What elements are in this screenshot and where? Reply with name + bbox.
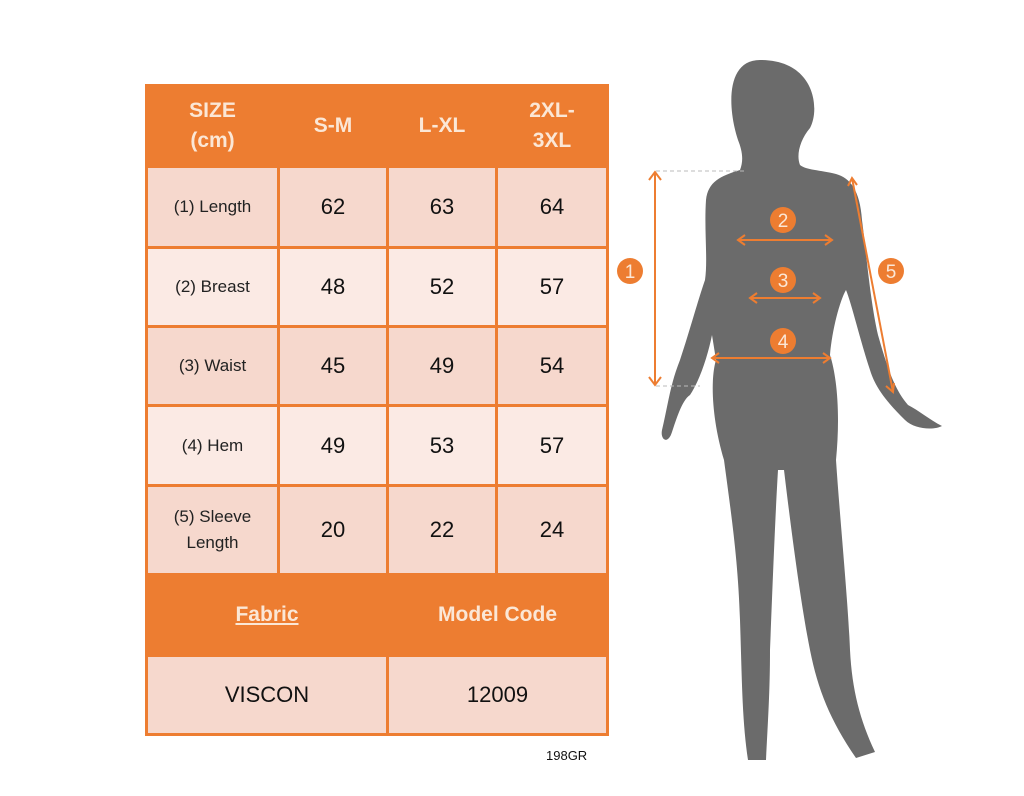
measurement-lines xyxy=(648,170,895,394)
marker-4: 4 xyxy=(770,328,796,354)
table-row: (2) Breast 48 52 57 xyxy=(145,246,609,328)
cell: 54 xyxy=(495,325,609,407)
fabric-label: Fabric xyxy=(235,603,299,626)
table-row: (3) Waist 45 49 54 xyxy=(145,325,609,407)
marker-3: 3 xyxy=(770,267,796,293)
cell: 24 xyxy=(495,484,609,576)
cell: 63 xyxy=(386,165,498,249)
header-2xl-3xl: 2XL- 3XL xyxy=(495,84,609,168)
cell: 53 xyxy=(386,404,498,487)
footer-code: 198GR xyxy=(546,748,588,763)
cell: 57 xyxy=(495,246,609,328)
fabric-value: VISCON xyxy=(145,654,389,736)
fabric-header: Fabric xyxy=(145,573,389,657)
fabric-value-row: VISCON 12009 xyxy=(145,654,609,736)
size-chart-table: SIZE (cm) S-M L-XL 2XL- 3XL (1) Length 6… xyxy=(145,84,609,736)
row-label: (1) Length xyxy=(145,165,280,249)
cell: 57 xyxy=(495,404,609,487)
marker-1: 1 xyxy=(617,258,643,284)
row-label: (4) Hem xyxy=(145,404,280,487)
model-code-header: Model Code xyxy=(386,573,609,657)
header-s-m: S-M xyxy=(277,84,389,168)
row-label: (3) Waist xyxy=(145,325,280,407)
header-l-xl: L-XL xyxy=(386,84,498,168)
fabric-header-row: Fabric Model Code xyxy=(145,573,609,657)
cell: 49 xyxy=(386,325,498,407)
table-row: (5) Sleeve Length 20 22 24 xyxy=(145,484,609,576)
table-row: (1) Length 62 63 64 xyxy=(145,165,609,249)
model-code-value: 12009 xyxy=(386,654,609,736)
cell: 22 xyxy=(386,484,498,576)
marker-label: 3 xyxy=(778,271,789,292)
cell: 20 xyxy=(277,484,389,576)
marker-2: 2 xyxy=(770,207,796,233)
cell: 45 xyxy=(277,325,389,407)
row-label: (5) Sleeve Length xyxy=(145,484,280,576)
cell: 64 xyxy=(495,165,609,249)
marker-label: 5 xyxy=(886,262,897,283)
cell: 49 xyxy=(277,404,389,487)
cell: 48 xyxy=(277,246,389,328)
marker-5: 5 xyxy=(878,258,904,284)
woman-silhouette xyxy=(661,60,942,760)
header-size: SIZE (cm) xyxy=(145,84,280,168)
table-row: (4) Hem 49 53 57 xyxy=(145,404,609,487)
marker-label: 4 xyxy=(778,332,789,353)
marker-label: 2 xyxy=(778,211,789,232)
row-label: (2) Breast xyxy=(145,246,280,328)
cell: 52 xyxy=(386,246,498,328)
cell: 62 xyxy=(277,165,389,249)
header-row: SIZE (cm) S-M L-XL 2XL- 3XL xyxy=(145,84,609,168)
marker-label: 1 xyxy=(625,262,636,283)
